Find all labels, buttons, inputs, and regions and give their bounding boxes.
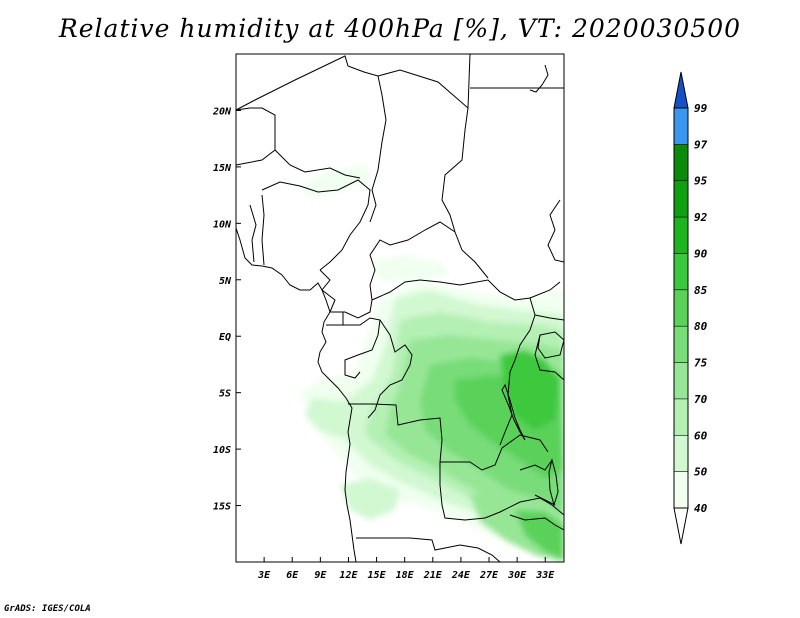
- lake-malawi: [548, 458, 559, 507]
- map-title: Relative humidity at 400hPa [%], VT: 202…: [58, 14, 742, 43]
- border-niger-north: [274, 149, 361, 179]
- lon-tick-label: 33E: [535, 570, 555, 581]
- lat-tick-label: 15N: [213, 163, 232, 174]
- border-togo: [249, 204, 257, 263]
- border-namibia: [356, 537, 501, 562]
- colorbar-segment: [674, 253, 688, 290]
- border-cameroon: [319, 221, 456, 319]
- border-gabon-congo: [326, 312, 381, 379]
- humidity-area-80: [455, 375, 564, 478]
- colorbar-label: 80: [694, 320, 708, 333]
- lon-tick-label: 27E: [479, 570, 499, 581]
- humidity-band-west: [305, 398, 372, 438]
- humidity-area-70: [385, 335, 564, 540]
- colorbar-segment: [674, 289, 688, 327]
- lat-tick-label: 20N: [212, 106, 232, 117]
- colorbar-label: 85: [694, 284, 708, 297]
- colorbar-label: 97: [694, 138, 708, 151]
- colorbar-outline: [673, 107, 689, 509]
- lat-tick-label: EQ: [219, 332, 231, 343]
- border-chad-sudan: [441, 107, 489, 279]
- lon-tick-label: 30E: [507, 570, 527, 581]
- humidity-area-85: [500, 350, 560, 430]
- border-angola-drc: [348, 403, 549, 471]
- lat-tick-label: 5S: [219, 389, 231, 400]
- colorbar-label: 40: [694, 502, 708, 515]
- lon-tick-label: 21E: [423, 570, 443, 581]
- border-zambia-malawi: [519, 459, 556, 506]
- humidity-area-south-core: [515, 510, 564, 560]
- humidity-shading: [300, 165, 564, 562]
- border-libya-egypt: [377, 54, 471, 110]
- lat-tick-label: 5N: [219, 276, 232, 287]
- coastline-west-africa: [236, 227, 357, 562]
- lon-tick-label: 9E: [314, 570, 327, 581]
- lon-tick-label: 3E: [257, 570, 271, 581]
- lake-victoria: [537, 331, 564, 359]
- colorbar-label: 75: [694, 357, 708, 370]
- map-border: [235, 53, 565, 563]
- colorbar-segment: [674, 471, 688, 508]
- longitude-labels: 3E 6E 9E 12E 15E 18E 21E 24E 27E 30E 33E: [257, 557, 555, 581]
- latitude-labels: 20N 15N 10N 5N EQ 5S 10S 15S: [212, 106, 241, 513]
- humidity-area-south: [470, 490, 564, 562]
- border-congo-drc: [367, 319, 413, 419]
- border-niger-nigeria: [261, 179, 371, 271]
- border-sahara: [236, 107, 276, 166]
- colorbar: 40 50 60 70 75 80 85 90 92 95 97 99: [673, 71, 708, 545]
- border-benin: [261, 194, 265, 266]
- colorbar-segment: [674, 362, 688, 399]
- colorbar-segment: [674, 180, 688, 218]
- colorbar-label: 90: [694, 247, 708, 260]
- lon-tick-label: 12E: [339, 570, 358, 581]
- colorbar-segment: [674, 398, 688, 436]
- colorbar-label: 70: [694, 393, 708, 406]
- lon-tick-label: 6E: [286, 570, 299, 581]
- humidity-area-40: [300, 282, 564, 562]
- humidity-area-75: [420, 358, 564, 520]
- lat-tick-label: 15S: [213, 502, 231, 513]
- lon-tick-label: 24E: [451, 570, 471, 581]
- humidity-band-southwest: [340, 478, 400, 520]
- border-uganda-kenya: [534, 314, 564, 381]
- lon-tick-label: 18E: [396, 570, 415, 581]
- country-borders: [236, 54, 564, 562]
- colorbar-label: 50: [694, 466, 708, 479]
- border-mozambique: [509, 514, 564, 531]
- colorbar-segment: [674, 217, 688, 254]
- lat-tick-label: 10N: [213, 219, 232, 230]
- colorbar-segment: [674, 326, 688, 363]
- border-algeria-libya: [236, 55, 387, 223]
- colorbar-bottom-arrow: [673, 507, 689, 545]
- grads-credit: GrADS: IGES/COLA: [4, 604, 91, 614]
- lake-tanganyika: [501, 383, 526, 441]
- lon-tick-label: 15E: [368, 570, 387, 581]
- border-east-africa: [499, 297, 536, 446]
- colorbar-label: 92: [694, 211, 708, 224]
- border-ethiopia: [547, 199, 564, 263]
- colorbar-label: 60: [694, 429, 708, 442]
- colorbar-top-arrow: [673, 71, 689, 109]
- map-frame: [235, 53, 565, 563]
- border-car-south: [371, 279, 561, 301]
- colorbar-label: 95: [694, 175, 708, 188]
- border-angola-zambia: [439, 462, 564, 521]
- colorbar-label: 99: [694, 102, 708, 115]
- humidity-patch-north: [300, 165, 372, 198]
- humidity-area-50: [330, 290, 564, 555]
- humidity-patch-sahel: [370, 255, 450, 282]
- lat-tick-label: 10S: [213, 445, 231, 456]
- colorbar-segment: [674, 144, 688, 181]
- colorbar-segment: [674, 108, 688, 145]
- humidity-area-60: [360, 312, 564, 548]
- border-red-sea: [529, 64, 549, 93]
- colorbar-segment: [674, 435, 688, 472]
